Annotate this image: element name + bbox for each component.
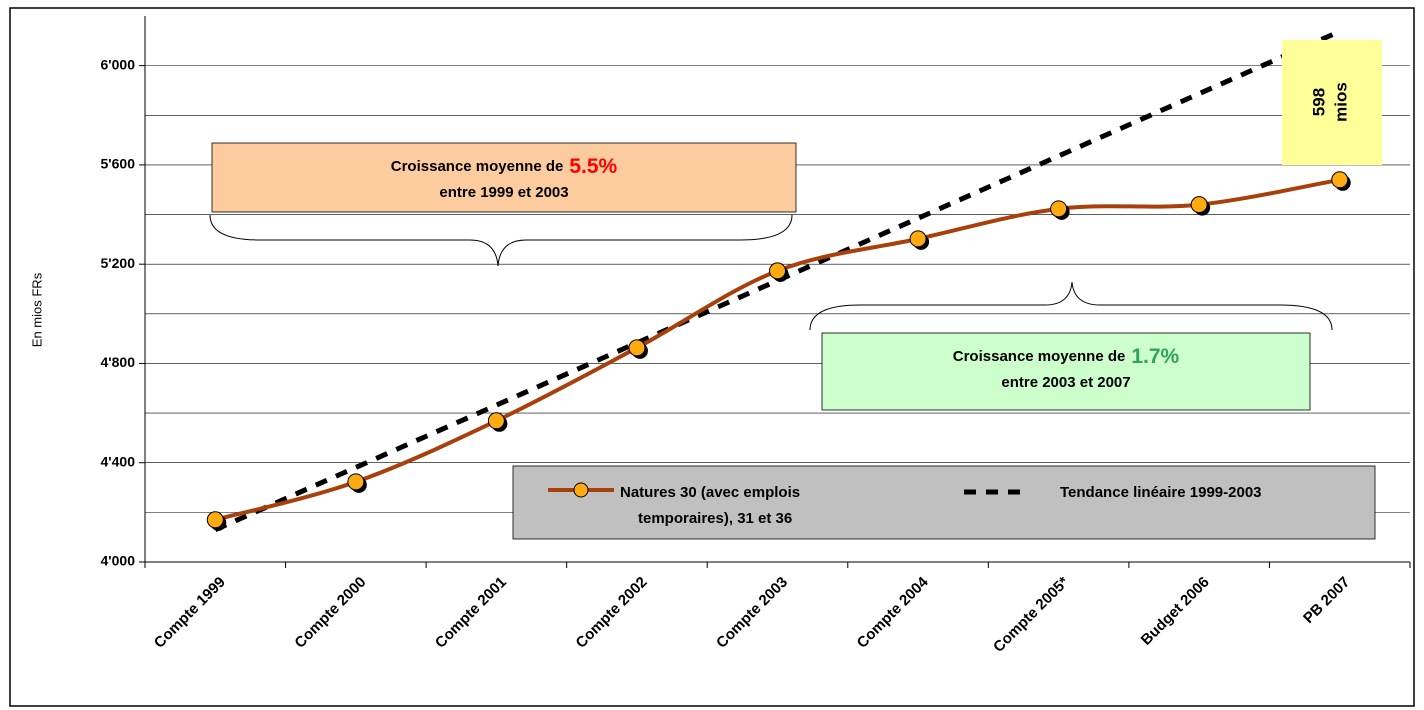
legend-label-line: temporaires), 31 et 36 xyxy=(638,510,792,527)
legend-label: Natures 30 (avec emplois temporaires), 31… xyxy=(620,484,800,527)
y-tick-label: 4'800 xyxy=(101,354,136,370)
brace xyxy=(809,281,1333,331)
marker xyxy=(487,412,505,430)
marker xyxy=(628,339,646,357)
marker xyxy=(1050,200,1068,218)
trend-line xyxy=(214,29,1341,533)
brace xyxy=(209,214,793,267)
y-tick-label: 6'000 xyxy=(101,56,136,72)
annotation-line: Croissance moyenne de xyxy=(953,348,1126,365)
legend-marker xyxy=(573,482,589,498)
marker xyxy=(1331,171,1349,189)
y-tick-label: 5'200 xyxy=(101,255,136,271)
annotation-text: entre 2003 et 2007 xyxy=(1001,374,1130,391)
marker xyxy=(909,230,927,248)
y-tick-label: 4'400 xyxy=(101,453,136,469)
annotation-highlight: 1.7% xyxy=(1131,345,1179,368)
y-axis-label: En mios FRs xyxy=(29,272,44,347)
annotation-highlight: 5.5% xyxy=(569,155,617,178)
marker xyxy=(769,262,786,280)
annotation-text: entre 1999 et 2003 xyxy=(439,184,568,201)
callout-text: mios xyxy=(1331,82,1350,122)
callout-box xyxy=(1282,40,1382,165)
marker xyxy=(347,473,365,491)
legend-box xyxy=(512,465,1376,540)
y-tick-label: 4'000 xyxy=(101,553,136,569)
y-tick-label: 5'600 xyxy=(101,156,136,172)
legend-label-line: Natures 30 (avec emplois xyxy=(620,484,800,501)
annotation-text: Croissance moyenne de 5.5% xyxy=(391,155,618,178)
marker xyxy=(206,511,224,529)
callout-text: 598 xyxy=(1309,88,1328,116)
annotation-text: Croissance moyenne de 1.7% xyxy=(953,345,1180,368)
annotation-box xyxy=(211,142,797,213)
legend-label: Tendance linéaire 1999-2003 xyxy=(1060,484,1262,501)
marker xyxy=(1190,196,1208,214)
annotation-box xyxy=(821,332,1311,411)
annotation-line: Croissance moyenne de xyxy=(391,158,564,175)
